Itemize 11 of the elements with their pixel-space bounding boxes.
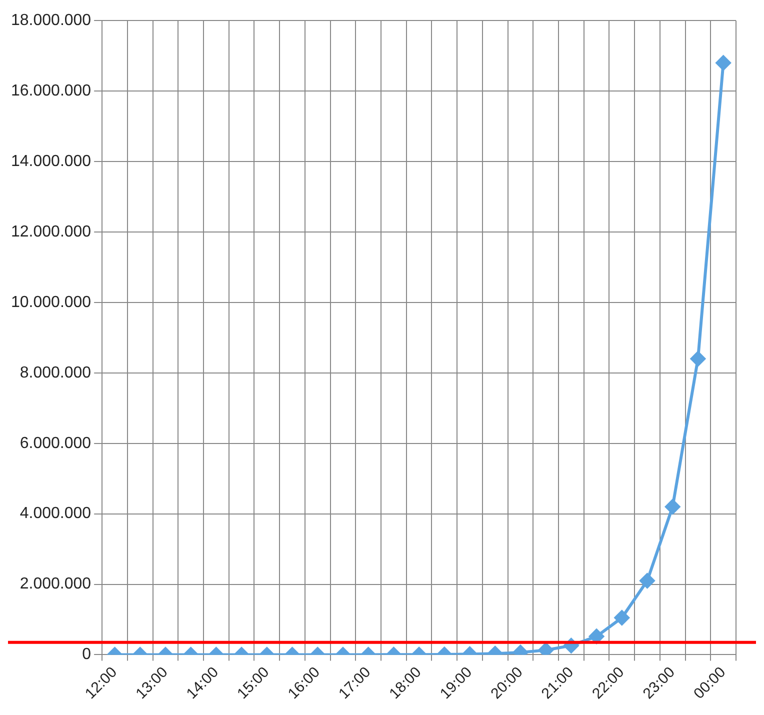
y-tick-label: 0	[82, 646, 92, 664]
y-tick-label: 18.000.000	[11, 12, 92, 30]
y-tick-label: 8.000.000	[20, 364, 92, 382]
y-tick-label: 14.000.000	[11, 152, 92, 170]
y-tick-label: 10.000.000	[11, 294, 92, 311]
y-tick-label: 4.000.000	[20, 505, 92, 522]
y-tick-label: 2.000.000	[20, 576, 92, 593]
y-tick-label: 12.000.000	[11, 223, 92, 240]
point	[690, 351, 706, 366]
y-tick-label: 6.000.000	[20, 434, 92, 452]
y-tick-label: 16.000.000	[11, 82, 92, 100]
